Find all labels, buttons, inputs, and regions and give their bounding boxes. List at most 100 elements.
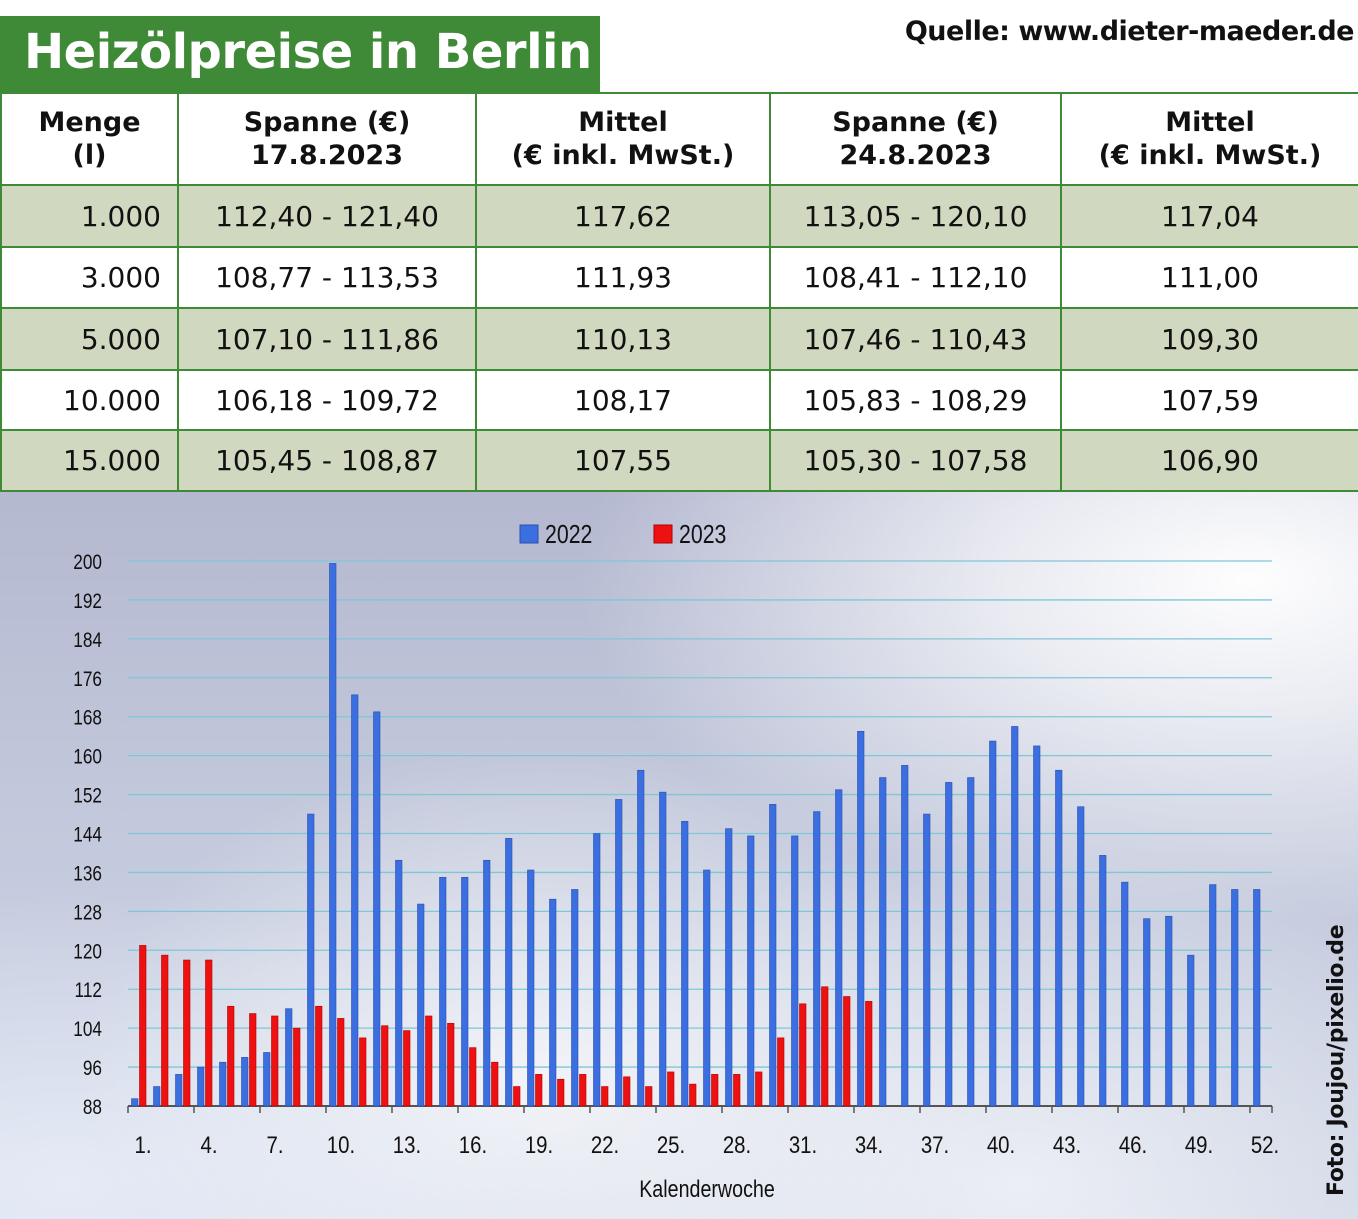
cell-mittel-1: 110,13 [475,307,771,371]
x-tick-label: 34. [855,1131,883,1158]
cell-mittel-2: 109,30 [1060,307,1358,371]
bar-2022-week-19 [527,869,535,1107]
bar-2022-week-17 [483,859,491,1107]
bar-2022-week-5 [219,1061,227,1107]
y-tick-label: 176 [73,668,102,691]
bar-2022-week-48 [1165,915,1173,1107]
y-tick-label: 184 [73,629,102,652]
bar-2023-week-11 [359,1037,367,1107]
bar-2023-week-4 [205,959,213,1107]
bar-2022-week-52 [1253,889,1261,1107]
bar-2023-week-13 [403,1030,411,1107]
bar-2022-week-29 [747,835,755,1107]
bar-2022-week-22 [593,833,601,1107]
bar-2022-week-8 [285,1008,293,1107]
bar-2022-week-1 [131,1098,139,1107]
source-note: Quelle: www.dieter-maeder.de [904,16,1355,47]
header-spanne-2: Spanne (€) 24.8.2023 [769,92,1062,186]
bar-2023-week-21 [579,1074,587,1107]
bar-2022-week-47 [1143,918,1151,1107]
bar-2023-week-28 [733,1074,741,1107]
bar-2022-week-51 [1231,889,1239,1107]
x-tick-label: 13. [393,1131,421,1158]
y-tick-label: 104 [73,1019,102,1042]
cell-menge: 3.000 [0,246,179,309]
cell-mittel-2: 106,90 [1060,429,1358,492]
bar-2022-week-20 [549,898,557,1107]
x-tick-label: 40. [987,1131,1015,1158]
chart-area: 88 96 104 112 120 128 136 144 152 160 168 176 184 192… [0,492,1358,1219]
bar-2022-week-34 [857,731,865,1107]
bar-2022-week-16 [461,876,469,1107]
bar-2022-week-38 [945,782,953,1107]
bar-2022-week-11 [351,694,359,1107]
bar-2022-week-39 [967,777,975,1107]
bar-2022-week-30 [769,804,777,1107]
table-row: 1.000 112,40 - 121,40 117,62 113,05 - 12… [0,184,1358,248]
bar-2023-week-15 [447,1022,455,1107]
bar-2022-week-26 [681,821,689,1107]
header-menge: Menge (l) [0,92,179,186]
bar-2023-week-1 [139,945,147,1107]
cell-spanne-1: 107,10 - 111,86 [177,307,477,371]
bar-2023-week-26 [689,1083,697,1107]
x-tick-label: 49. [1185,1131,1213,1158]
bar-2022-week-27 [703,869,711,1107]
table-row: 15.000 105,45 - 108,87 107,55 105,30 - 1… [0,429,1358,492]
bar-2023-week-30 [777,1037,785,1107]
y-tick-label: 192 [73,590,102,613]
bar-2022-week-24 [637,769,645,1107]
bar-2023-week-16 [469,1047,477,1107]
bar-2023-week-33 [843,996,851,1107]
cell-spanne-2: 105,30 - 107,58 [769,429,1062,492]
bar-2023-week-34 [865,1001,873,1107]
bar-2022-week-36 [901,765,909,1107]
bar-2022-week-50 [1209,884,1217,1107]
y-tick-label: 120 [73,941,102,964]
page-title: Heizölpreise in Berlin [24,24,592,80]
bar-2022-week-7 [263,1052,271,1107]
table-row: 3.000 108,77 - 113,53 111,93 108,41 - 11… [0,246,1358,309]
x-tick-label: 10. [327,1131,355,1158]
x-tick-label: 25. [657,1131,685,1158]
bar-2023-week-24 [645,1086,653,1107]
y-tick-label: 152 [73,785,102,808]
y-tick-label: 168 [73,707,102,730]
bar-2023-week-20 [557,1078,565,1107]
cell-mittel-1: 111,93 [475,246,771,309]
bar-2022-week-33 [835,789,843,1107]
header-spanne-1: Spanne (€) 17.8.2023 [177,92,477,186]
cell-spanne-2: 107,46 - 110,43 [769,307,1062,371]
bar-2023-week-29 [755,1071,763,1107]
y-tick-label: 88 [83,1097,102,1120]
bar-2023-week-32 [821,986,829,1107]
y-tick-label: 200 [73,552,102,575]
bar-2023-week-18 [513,1086,521,1107]
x-axis-title: Kalenderwoche [639,1175,775,1202]
x-tick-label: 28. [723,1131,751,1158]
legend-label-2022: 2022 [545,520,592,550]
x-tick-label: 46. [1119,1131,1147,1158]
cell-mittel-2: 111,00 [1060,246,1358,309]
bar-2022-week-28 [725,828,733,1107]
x-tick-label: 52. [1251,1131,1279,1158]
photo-credit: Foto: Joujou/pixelio.de [1324,924,1349,1196]
legend-label-2023: 2023 [679,520,726,550]
bar-2023-week-22 [601,1086,609,1107]
cell-spanne-1: 106,18 - 109,72 [177,369,477,431]
bar-2022-week-40 [989,740,997,1107]
bar-2023-week-10 [337,1018,345,1107]
cell-spanne-2: 105,83 - 108,29 [769,369,1062,431]
x-tick-label: 31. [789,1131,817,1158]
cell-mittel-2: 107,59 [1060,369,1358,431]
bar-2022-week-18 [505,838,513,1107]
header-mittel-1: Mittel (€ inkl. MwSt.) [475,92,771,186]
bar-2022-week-14 [417,903,425,1107]
table-row: 10.000 106,18 - 109,72 108,17 105,83 - 1… [0,369,1358,431]
bar-2023-week-5 [227,1005,235,1107]
bar-2023-week-3 [183,959,191,1107]
bar-2022-week-10 [329,563,337,1107]
y-tick-label: 144 [73,824,102,847]
bar-2022-week-2 [153,1086,161,1107]
x-tick-label: 37. [921,1131,949,1158]
